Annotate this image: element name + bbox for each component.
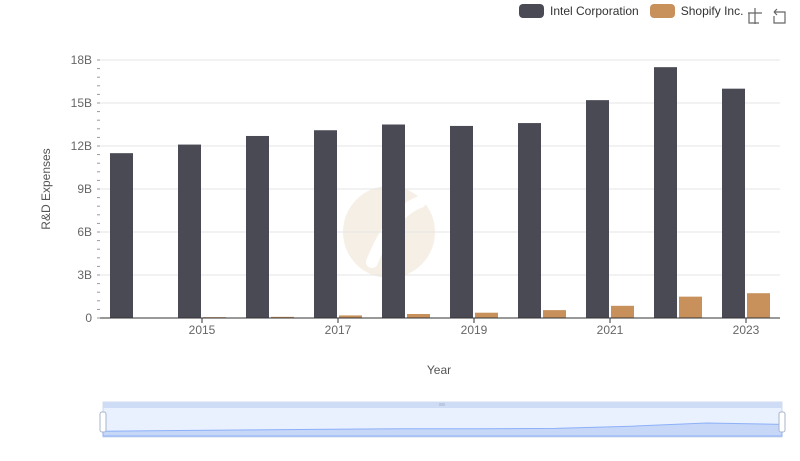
zoom-icon[interactable] <box>745 6 765 26</box>
y-tick-label: 3B <box>77 268 92 282</box>
legend-swatch-shopify <box>649 4 675 18</box>
grid-lines <box>100 59 780 319</box>
bar-shopify-2018[interactable] <box>407 313 430 318</box>
bar-shopify-2022[interactable] <box>679 296 702 318</box>
bar-shopify-2017[interactable] <box>339 315 362 318</box>
bar-intel-2019[interactable] <box>450 125 473 318</box>
y-tick-label: 0 <box>85 311 92 325</box>
data-zoom-slider[interactable] <box>99 401 786 438</box>
legend-label-shopify: Shopify Inc. <box>680 4 744 18</box>
y-tick-label: 12B <box>71 139 92 153</box>
x-tick-label: 2019 <box>461 323 488 337</box>
bar-intel-2021[interactable] <box>586 100 609 318</box>
legend-label-intel: Intel Corporation <box>550 4 639 18</box>
slider-preview-area <box>102 422 783 437</box>
bar-intel-2022[interactable] <box>654 67 677 319</box>
x-tick-label: 2015 <box>189 323 216 337</box>
bar-shopify-2020[interactable] <box>543 310 566 318</box>
bar-intel-2017[interactable] <box>314 130 337 318</box>
bar-intel-2023[interactable] <box>722 88 745 319</box>
slider-selection[interactable] <box>103 402 782 437</box>
y-axis-ticks: 0 3B 6B 9B 12B 15B 18B <box>71 53 100 325</box>
legend-item-shopify[interactable]: Shopify Inc. <box>649 4 744 18</box>
bar-shopify-2023[interactable] <box>747 293 770 318</box>
slider-right-handle[interactable] <box>778 411 786 433</box>
x-tick-label: 2017 <box>325 323 352 337</box>
y-tick-label: 18B <box>71 53 92 67</box>
y-axis-title: R&D Expenses <box>39 148 53 229</box>
bar-intel-2015[interactable] <box>178 144 201 318</box>
bar-intel-2016[interactable] <box>246 135 269 318</box>
legend-swatch-intel <box>519 4 544 18</box>
chart-toolbox <box>745 6 793 26</box>
x-axis: 2015 2017 2019 2021 2023 <box>100 317 780 337</box>
bars-layer <box>110 67 770 319</box>
drag-handle-icon[interactable] <box>439 403 445 406</box>
y-tick-label: 9B <box>77 182 92 196</box>
x-tick-label: 2023 <box>733 323 760 337</box>
chart-legend: Intel Corporation Shopify Inc. <box>519 4 754 18</box>
x-axis-title: Year <box>427 363 451 377</box>
bar-shopify-2021[interactable] <box>611 305 634 318</box>
bar-intel-2018[interactable] <box>382 124 405 319</box>
y-tick-label: 15B <box>71 96 92 110</box>
bar-intel-2020[interactable] <box>518 123 541 318</box>
bar-intel-2014[interactable] <box>110 153 133 318</box>
bar-shopify-2019[interactable] <box>475 312 498 318</box>
restore-icon[interactable] <box>769 6 789 26</box>
legend-item-intel[interactable]: Intel Corporation <box>519 4 639 18</box>
y-tick-label: 6B <box>77 225 92 239</box>
x-tick-label: 2021 <box>597 323 624 337</box>
slider-left-handle[interactable] <box>99 411 107 433</box>
bar-shopify-2016[interactable] <box>271 316 294 318</box>
